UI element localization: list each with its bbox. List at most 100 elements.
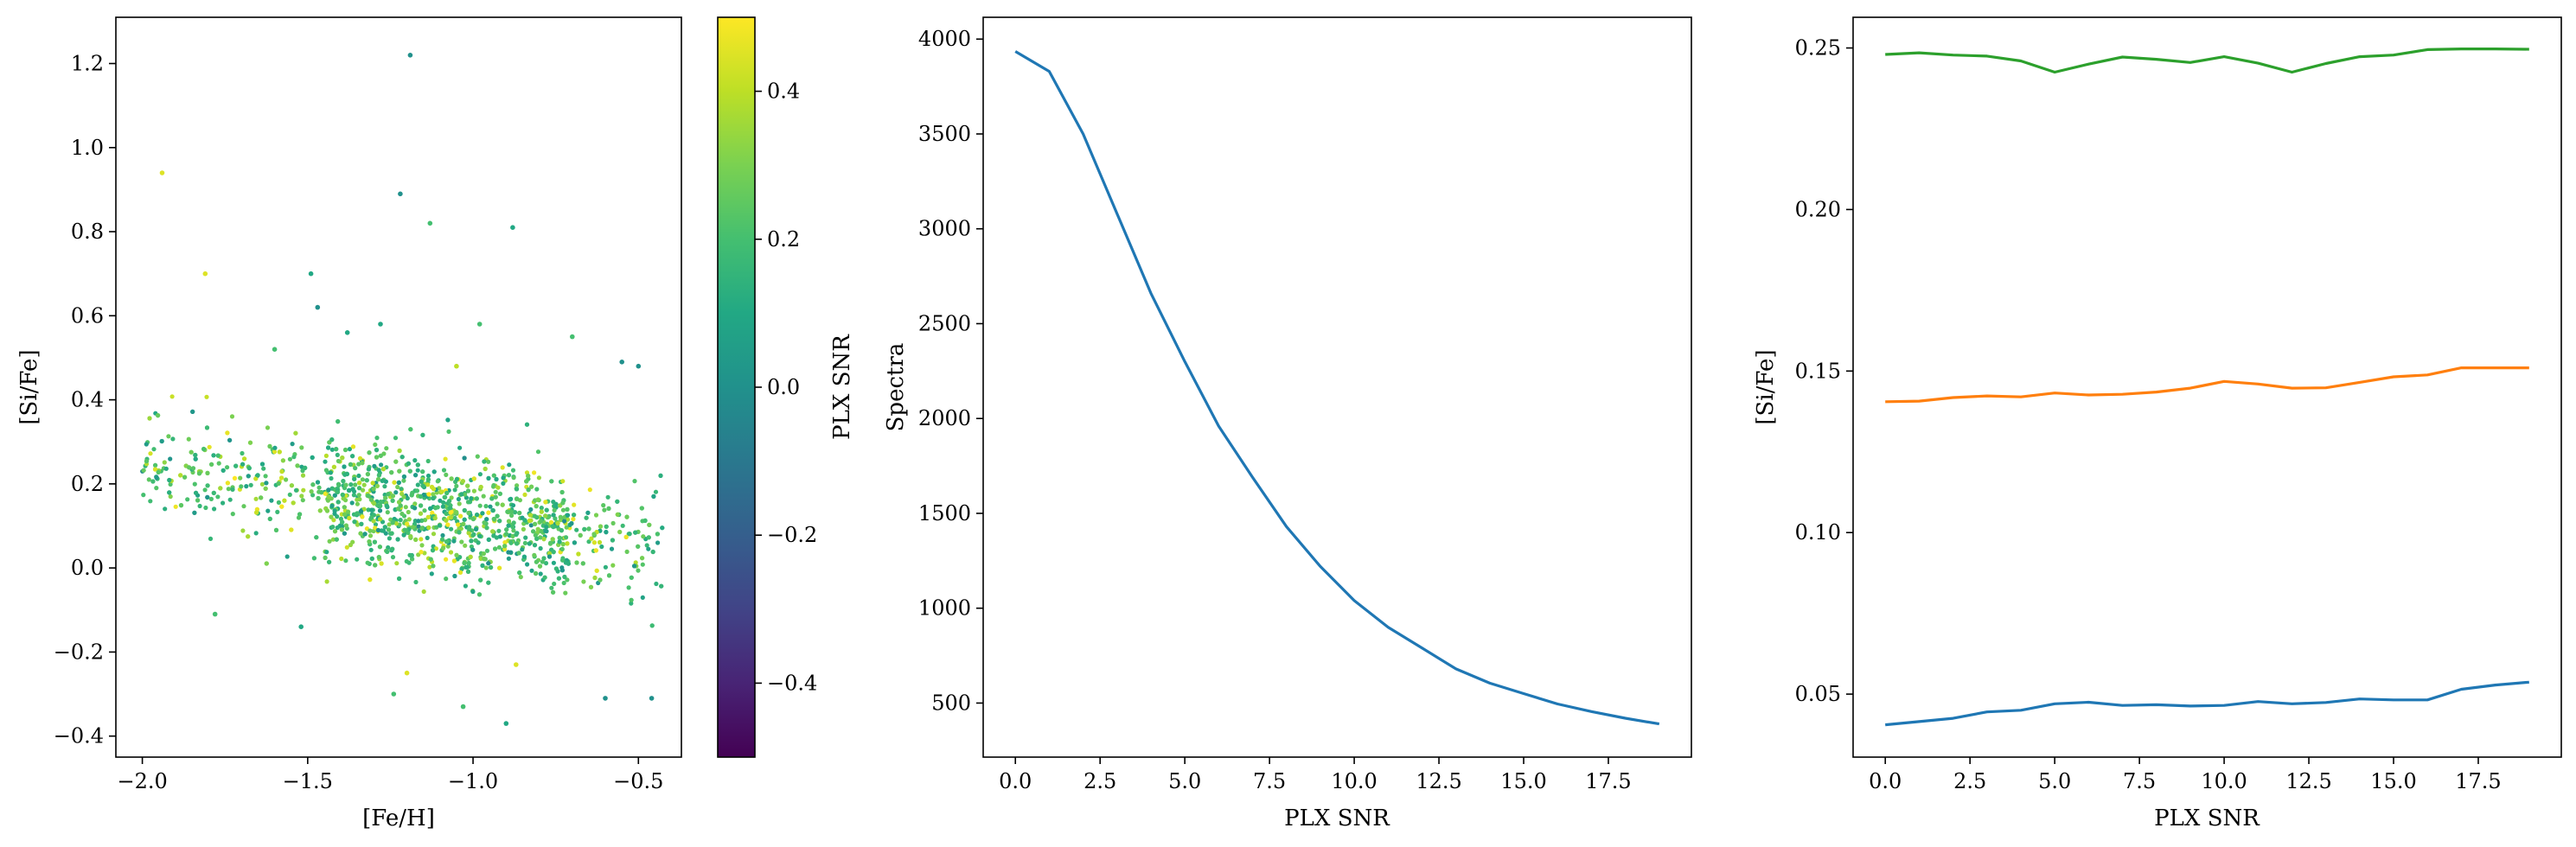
scatter-point (557, 535, 562, 541)
sife-xtick-label: 17.5 (2455, 769, 2501, 793)
spectra-xlabel: PLX SNR (1284, 806, 1390, 831)
scatter-point (459, 492, 464, 497)
scatter-point (494, 476, 499, 482)
scatter-point (467, 526, 472, 532)
scatter-point (358, 531, 363, 536)
scatter-point (655, 540, 661, 545)
scatter-point (431, 564, 436, 569)
scatter-point (334, 447, 339, 452)
scatter-point (460, 704, 466, 710)
scatter-point (544, 529, 549, 534)
scatter-point (371, 487, 376, 492)
scatter-point (144, 442, 149, 447)
scatter-point (238, 475, 243, 481)
scatter-point (547, 551, 553, 556)
scatter-point (457, 530, 462, 535)
scatter-point (418, 511, 424, 516)
scatter-axes-frame (115, 16, 682, 758)
spectra-xtick-label: 0.0 (999, 769, 1032, 793)
scatter-point (330, 525, 336, 530)
scatter-point (426, 492, 431, 497)
scatter-point (334, 537, 339, 542)
scatter-point (471, 476, 476, 481)
scatter-point (336, 481, 342, 487)
scatter-point (563, 590, 568, 595)
scatter-point (629, 597, 634, 602)
spectra-ytick-label: 1500 (918, 501, 971, 525)
scatter-point (598, 577, 603, 583)
scatter-point (406, 509, 411, 515)
scatter-point (404, 670, 410, 676)
scatter-point (572, 502, 577, 507)
scatter-point (539, 506, 544, 511)
scatter-point (384, 446, 389, 451)
scatter-point (550, 537, 555, 542)
scatter-point (516, 551, 521, 556)
scatter-ytick-label: 0.0 (71, 556, 104, 580)
scatter-point (509, 513, 515, 519)
scatter-point (187, 465, 192, 470)
scatter-point (626, 585, 631, 590)
scatter-point (486, 475, 491, 481)
scatter-point (144, 459, 150, 464)
scatter-point (454, 476, 460, 482)
scatter-point (446, 429, 451, 434)
scatter-point (505, 509, 510, 514)
scatter-point (602, 507, 607, 513)
scatter-yticks: −0.4 −0.2 0.0 0.2 0.4 0.6 0.8 1.0 1.2 (54, 52, 116, 748)
scatter-point (449, 526, 454, 532)
scatter-point (378, 517, 383, 522)
scatter-point (520, 547, 525, 552)
scatter-point (309, 489, 314, 494)
scatter-point (376, 555, 381, 560)
scatter-point (246, 466, 252, 471)
scatter-point (215, 494, 221, 500)
scatter-point (454, 363, 459, 369)
scatter-point (393, 436, 399, 441)
scatter-point (449, 495, 454, 500)
scatter-ytick-label: 0.6 (71, 303, 104, 328)
scatter-point (398, 518, 403, 523)
scatter-point (323, 453, 329, 459)
scatter-point (343, 523, 348, 528)
scatter-point (462, 492, 468, 497)
scatter-point (518, 575, 523, 580)
scatter-point (232, 475, 238, 481)
scatter-point (205, 470, 210, 476)
scatter-point (194, 490, 199, 495)
scatter-point (581, 579, 586, 584)
scatter-point (510, 225, 515, 231)
scatter-point (284, 554, 290, 559)
scatter-point (287, 492, 292, 498)
scatter-point (534, 504, 539, 509)
scatter-point (425, 477, 431, 482)
scatter-point (377, 508, 383, 513)
scatter-point (538, 545, 543, 551)
scatter-point (528, 506, 534, 513)
scatter-point (544, 525, 549, 530)
colorbar-ticks: −0.4 −0.2 0.0 0.2 0.4 (755, 80, 817, 695)
scatter-point (325, 498, 330, 503)
sife-series-line-2 (1885, 48, 2529, 74)
scatter-point (373, 525, 378, 531)
scatter-point (457, 501, 462, 506)
scatter-point (469, 538, 474, 544)
scatter-point (493, 546, 498, 551)
spectra-ytick-label: 2500 (918, 311, 971, 335)
scatter-point (303, 465, 308, 471)
scatter-point (390, 520, 395, 525)
scatter-point (510, 503, 516, 508)
scatter-ytick-label: −0.4 (54, 724, 104, 748)
scatter-point (647, 522, 652, 527)
scatter-point (556, 576, 562, 581)
scatter-point (468, 554, 473, 560)
scatter-point (332, 529, 338, 534)
scatter-point (615, 512, 620, 517)
sife-ytick-label: 0.15 (1795, 359, 1841, 383)
scatter-point (148, 499, 153, 504)
scatter-point (435, 479, 440, 484)
scatter-point (514, 662, 519, 667)
scatter-point (477, 503, 483, 508)
scatter-point (482, 520, 487, 525)
scatter-point (565, 541, 570, 546)
